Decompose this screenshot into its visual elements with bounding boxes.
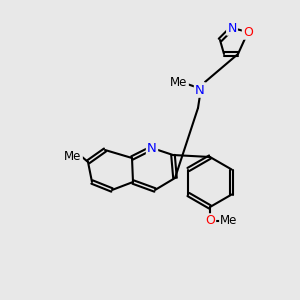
Text: O: O [243, 26, 253, 38]
Text: Me: Me [220, 214, 238, 226]
Text: O: O [205, 214, 215, 227]
Text: Me: Me [64, 149, 82, 163]
Text: N: N [195, 83, 205, 97]
Text: Me: Me [170, 76, 188, 88]
Text: N: N [147, 142, 157, 154]
Text: N: N [227, 22, 237, 34]
